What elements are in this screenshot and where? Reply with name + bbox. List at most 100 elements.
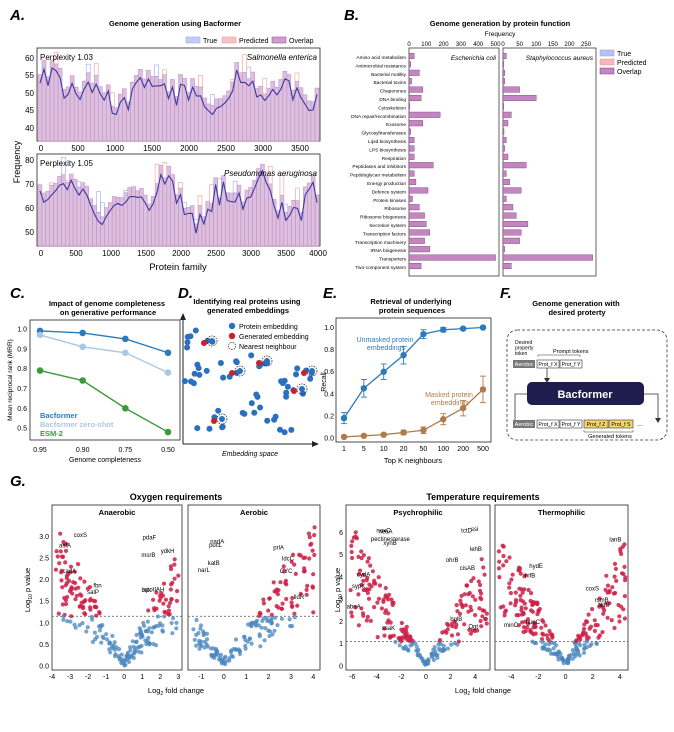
legend-neighbour-label: Nearest neighbour xyxy=(239,344,297,351)
gene-point xyxy=(94,613,99,618)
panel-e: E. Retrieval of underlying protein seque… xyxy=(321,285,492,465)
data-point xyxy=(36,367,44,374)
gene-point xyxy=(269,621,274,626)
gene-point xyxy=(256,623,261,628)
gene-point xyxy=(205,637,210,642)
gene-point xyxy=(196,630,201,636)
panel-a: A. Genome generation using Bacformer Tru… xyxy=(9,7,327,273)
protein-embedding-dot xyxy=(251,409,258,416)
gene-point xyxy=(399,620,404,626)
gene-point xyxy=(617,619,622,624)
category-label: Transcription factors xyxy=(363,231,407,237)
gene-point xyxy=(82,611,87,616)
category-label: LPS biosynthesis xyxy=(369,147,406,153)
gene-point xyxy=(361,587,366,593)
gene-point xyxy=(518,571,523,576)
gene-point xyxy=(61,617,66,622)
gene-point xyxy=(59,554,65,559)
series-line xyxy=(343,388,484,438)
gene-label: minC xyxy=(504,623,519,629)
difference-bar xyxy=(162,162,168,179)
species-bottom: Pseudomonas aeruginosa xyxy=(224,169,318,178)
xtick: -1 xyxy=(103,674,109,681)
gene-point xyxy=(274,589,279,594)
gene-point xyxy=(500,543,505,548)
category-label: Bacterial motility xyxy=(371,72,407,78)
gene-point xyxy=(593,623,598,628)
gene-point xyxy=(605,615,610,620)
gene-point xyxy=(453,625,458,630)
gene-point xyxy=(570,648,576,653)
gene-point xyxy=(507,585,512,590)
gene-point xyxy=(70,591,75,596)
legend-protein-label: Protein embedding xyxy=(239,324,298,331)
data-point xyxy=(400,351,407,359)
overlap-bar xyxy=(96,212,101,247)
overlap-bar xyxy=(295,200,300,247)
gene-point xyxy=(588,624,594,629)
label-unmasked-line: Unmasked protein xyxy=(357,337,414,344)
gene-point xyxy=(124,654,129,659)
gene-point xyxy=(541,619,546,624)
gene-point xyxy=(467,590,472,596)
gene-point xyxy=(359,606,364,611)
bar-ecoli xyxy=(408,263,422,270)
gene-point xyxy=(426,658,431,663)
gene-point xyxy=(390,602,395,608)
gene-point xyxy=(282,569,287,574)
protein-embedding-dot xyxy=(184,344,191,351)
gene-label: cadA xyxy=(62,569,76,575)
gene-point xyxy=(581,650,587,656)
overlap-bar xyxy=(158,79,163,142)
gene-point xyxy=(269,618,274,623)
xtick: -2 xyxy=(85,674,91,681)
bar-saureus xyxy=(502,246,505,253)
overlap-bar xyxy=(114,107,119,142)
difference-bar xyxy=(162,69,167,75)
gene-point xyxy=(516,623,522,628)
arrow-up-icon xyxy=(180,313,186,320)
gene-point xyxy=(93,637,98,642)
gene-point xyxy=(350,539,355,544)
panel-c-chart: 0.95 0.90 0.75 0.50 1.0 0.9 0.8 0.7 0.6 0.5 xyxy=(17,326,175,454)
gene-point xyxy=(590,607,595,612)
gene-point xyxy=(163,597,169,602)
gene-point xyxy=(353,605,358,610)
ytick: 0 xyxy=(339,664,343,671)
generated-bracket xyxy=(583,430,634,433)
gene-point xyxy=(479,557,484,562)
gene-point xyxy=(622,542,627,547)
gene-point xyxy=(302,566,307,571)
gene-label: ohrB xyxy=(446,558,459,564)
label-unmasked: Unmasked protein embeddings xyxy=(357,337,416,352)
xtick: -1 xyxy=(198,674,204,681)
gene-point xyxy=(520,590,525,595)
gene-point xyxy=(249,641,254,646)
xtick: 0.50 xyxy=(161,447,175,454)
gene-point xyxy=(218,656,223,661)
gene-point xyxy=(77,623,82,628)
bar-ecoli xyxy=(408,254,496,261)
gene-point xyxy=(68,619,73,624)
embedding-scatter xyxy=(181,327,318,436)
panel-g-ylabel-right: Log10 p value xyxy=(333,568,344,612)
gene-label: CYC xyxy=(280,569,293,575)
gene-point xyxy=(134,632,139,638)
axis-tick: 50 xyxy=(516,42,523,48)
gene-point xyxy=(407,634,413,639)
category-label: Transcription machinery xyxy=(355,240,407,246)
perplexity-bottom: Perplexity 1.05 xyxy=(40,159,93,168)
protein-embedding-dot xyxy=(194,361,201,368)
gene-point xyxy=(520,620,525,625)
gene-point xyxy=(406,647,411,653)
bar-ecoli xyxy=(408,178,417,185)
axis-tick: 200 xyxy=(564,42,575,48)
gene-point xyxy=(437,638,443,643)
gene-point xyxy=(478,595,483,600)
gene-point xyxy=(85,625,90,630)
bar-saureus xyxy=(502,136,507,143)
xtick: 2500 xyxy=(217,144,235,153)
panel-e-letter: E. xyxy=(323,285,337,302)
gene-point xyxy=(556,657,561,662)
